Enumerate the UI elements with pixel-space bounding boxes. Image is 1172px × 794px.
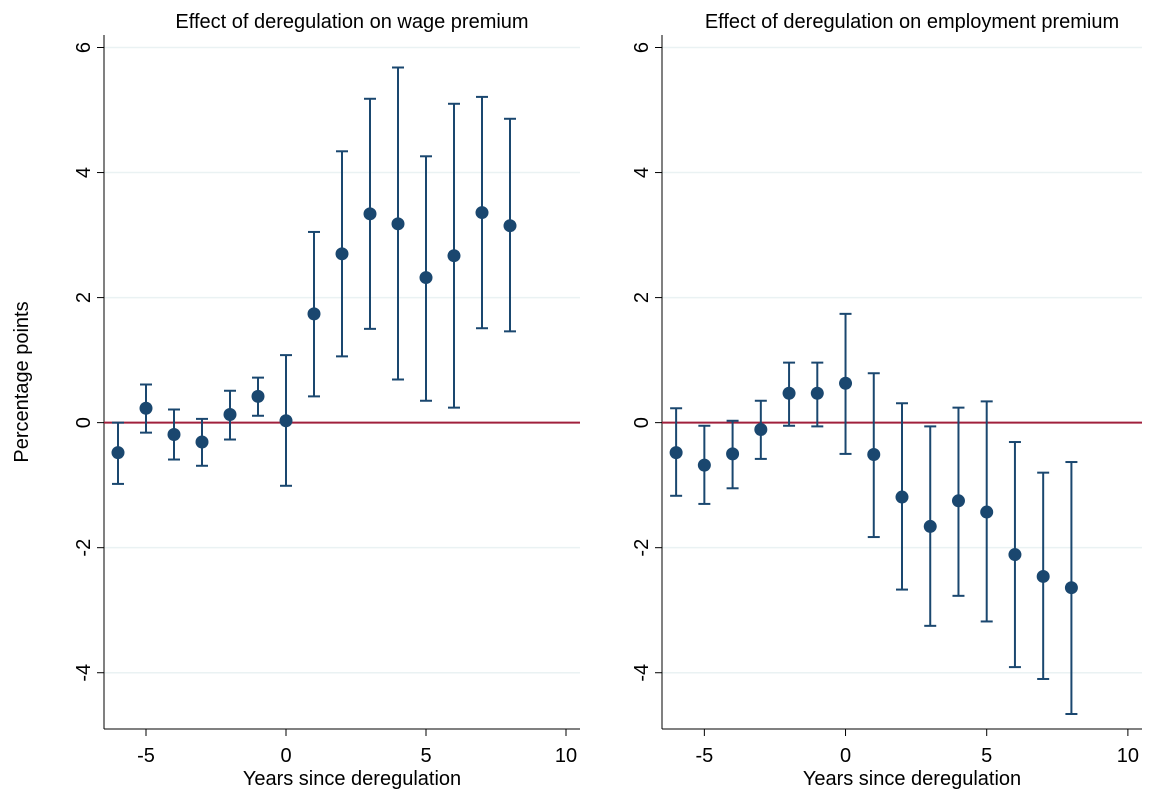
point (1036, 569, 1050, 583)
y-tick-label: -2 (631, 539, 653, 557)
x-tick-label: 5 (420, 745, 431, 767)
point (139, 401, 153, 415)
point (1008, 548, 1022, 562)
y-tick-label: 2 (631, 292, 653, 303)
point (1064, 581, 1078, 595)
y-axis-label: Percentage points (11, 301, 33, 462)
x-axis-label: Years since deregulation (243, 768, 461, 790)
point (279, 414, 293, 428)
point (391, 217, 405, 231)
y-tick-label: -2 (73, 539, 95, 557)
point (223, 408, 237, 422)
point (839, 376, 853, 390)
point (895, 490, 909, 504)
point (363, 207, 377, 221)
chart-title: Effect of deregulation on employment pre… (705, 11, 1119, 33)
point (195, 435, 209, 449)
x-tick-label: 0 (840, 745, 851, 767)
y-tick-label: 0 (631, 417, 653, 428)
point (335, 247, 349, 261)
y-tick-label: 6 (631, 42, 653, 53)
point (669, 446, 683, 460)
x-tick-label: 0 (280, 745, 291, 767)
point (810, 386, 824, 400)
x-tick-label: 10 (1117, 745, 1139, 767)
point (923, 519, 937, 533)
point (475, 206, 489, 220)
point (980, 505, 994, 519)
point (782, 386, 796, 400)
point (754, 423, 768, 437)
point (951, 494, 965, 508)
point (251, 389, 265, 403)
x-tick-label: 10 (555, 745, 577, 767)
y-tick-label: -4 (73, 664, 95, 682)
chart-title: Effect of deregulation on wage premium (175, 11, 528, 33)
point (447, 249, 461, 263)
y-tick-label: -4 (631, 664, 653, 682)
point (307, 307, 321, 321)
point (503, 219, 517, 233)
x-tick-label: 5 (981, 745, 992, 767)
y-tick-label: 4 (631, 167, 653, 178)
x-tick-label: -5 (137, 745, 155, 767)
x-axis-label: Years since deregulation (803, 768, 1021, 790)
point (726, 447, 740, 461)
point (419, 271, 433, 285)
y-tick-label: 6 (73, 42, 95, 53)
x-tick-label: -5 (695, 745, 713, 767)
point (167, 428, 181, 442)
point (111, 446, 125, 460)
y-tick-label: 4 (73, 167, 95, 178)
y-tick-label: 2 (73, 292, 95, 303)
point (697, 458, 711, 472)
point (867, 448, 881, 462)
y-tick-label: 0 (73, 417, 95, 428)
